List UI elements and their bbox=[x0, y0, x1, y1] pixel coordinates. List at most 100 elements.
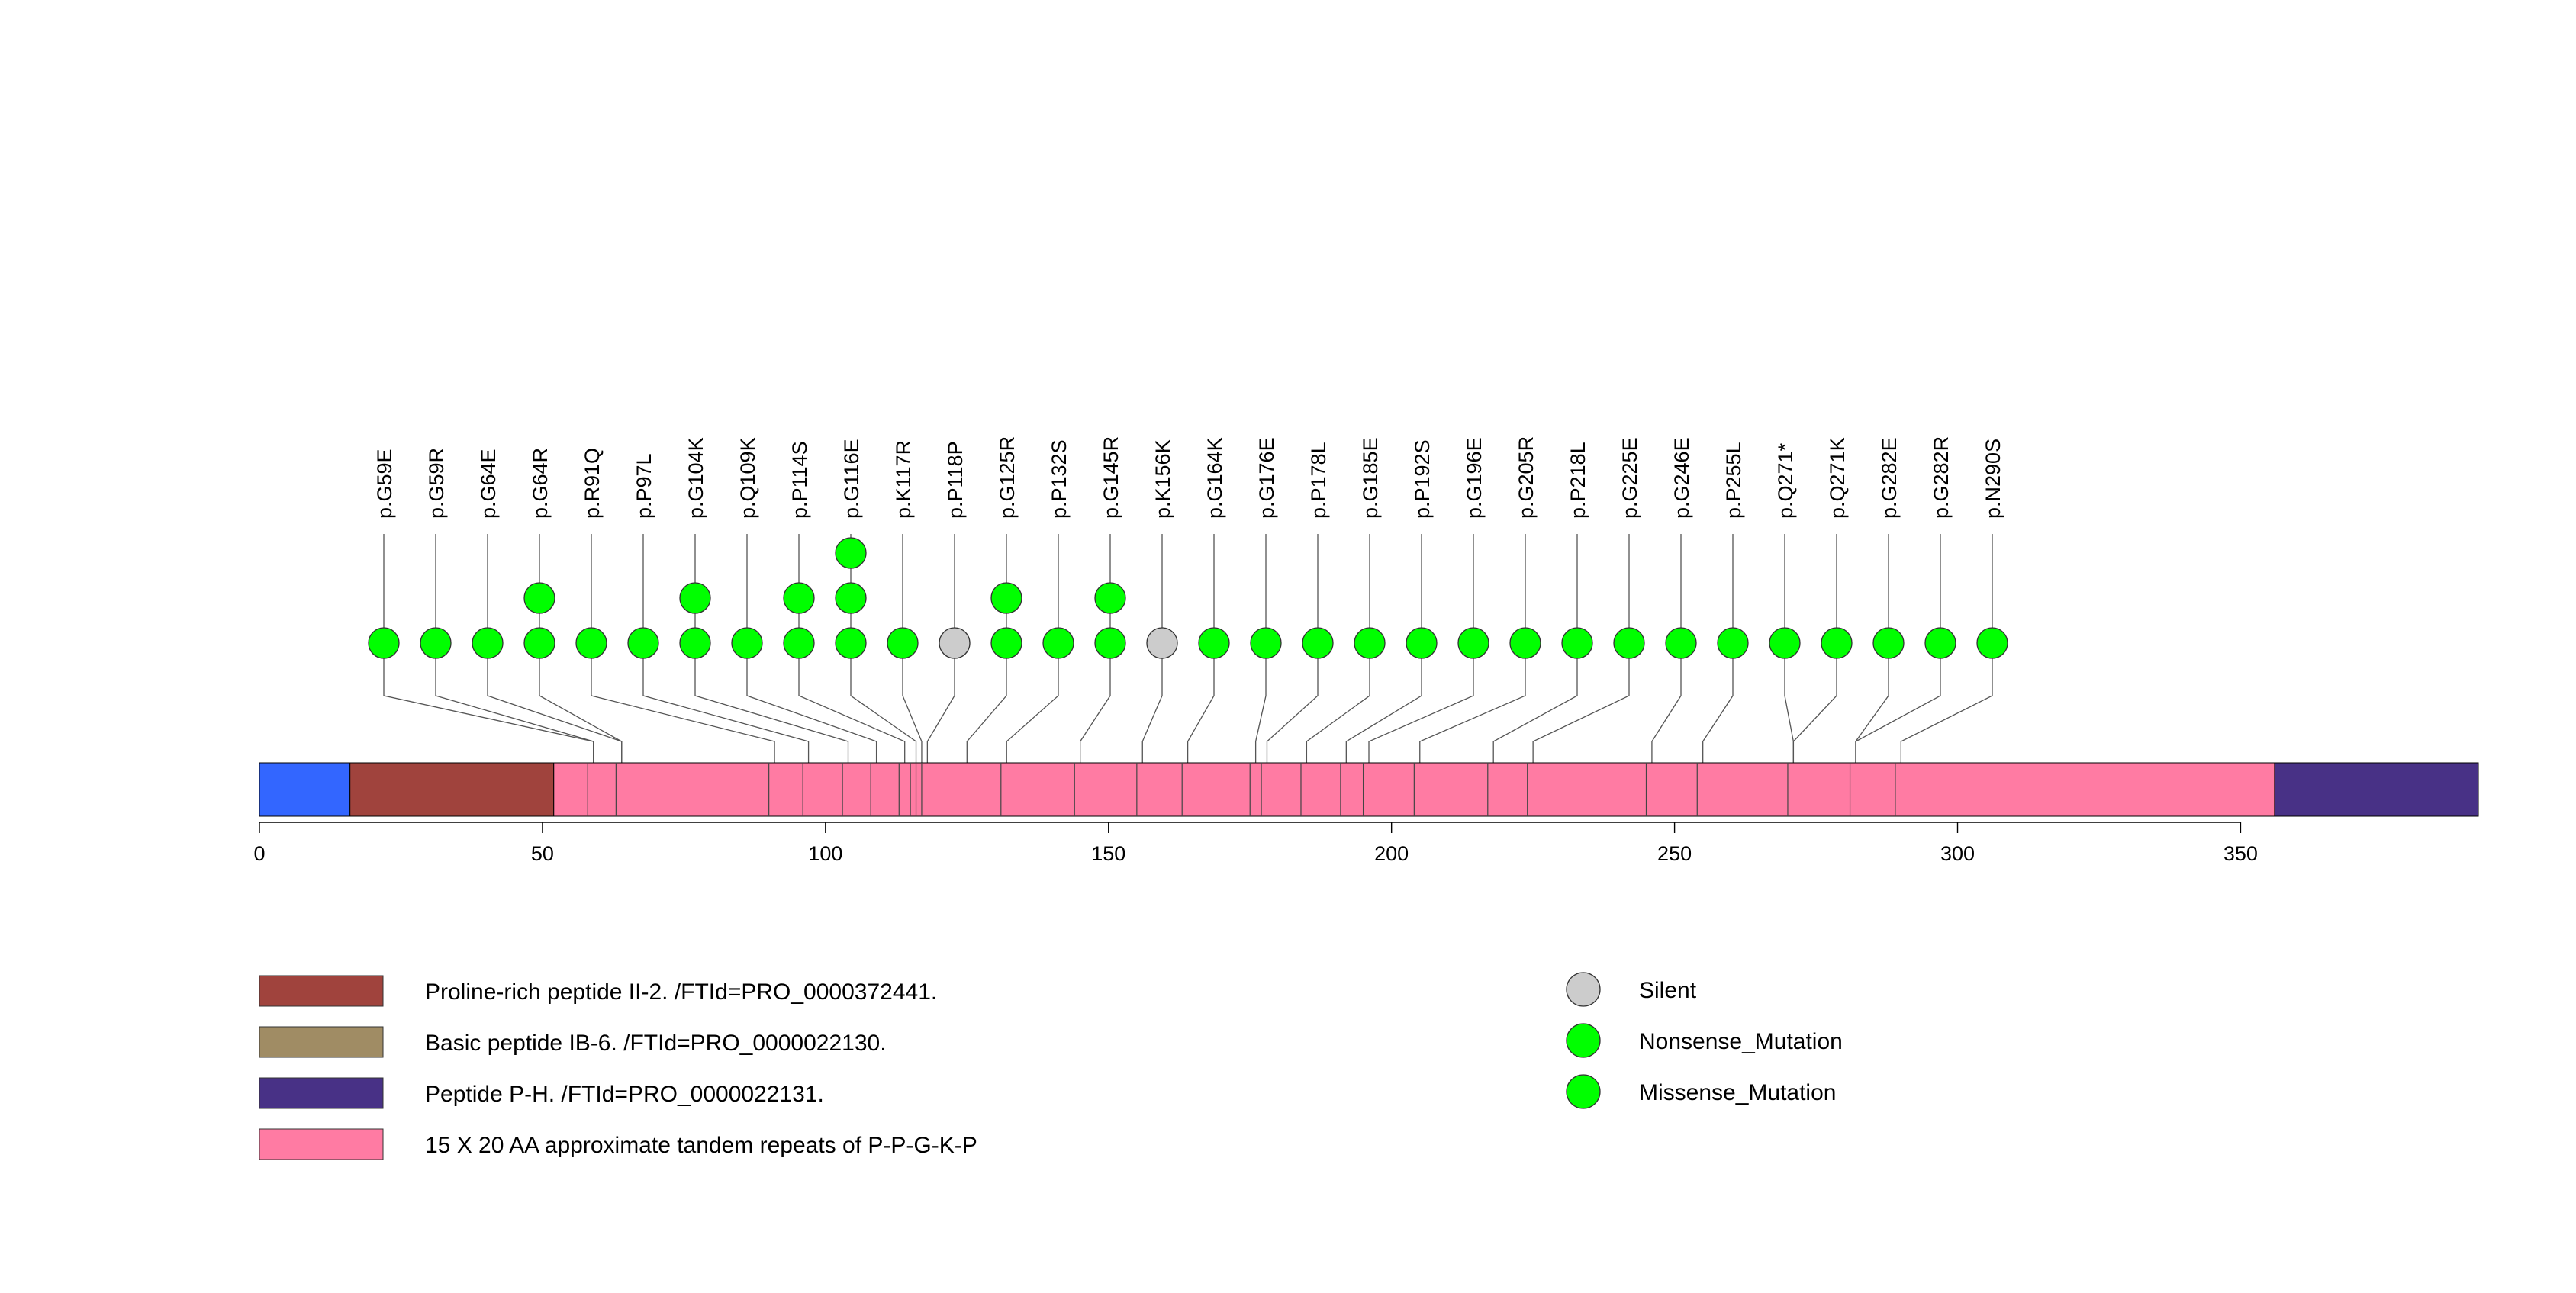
mutation-lollipops: p.G59E p.G59R p.G64E p.G64R p.R91Q p.P97L p.G1… bbox=[368, 436, 2008, 659]
mutation-connector bbox=[746, 534, 877, 763]
mutation-label: p.G59E bbox=[373, 449, 396, 519]
mutation-connector bbox=[1254, 534, 1267, 763]
mutation-point bbox=[1976, 627, 2008, 659]
region-legend: Proline-rich peptide II-2. /FTId=PRO_000… bbox=[259, 975, 977, 1160]
mutation-legend-marker bbox=[1566, 1023, 1601, 1058]
mutation-point bbox=[783, 627, 815, 659]
mutation-point bbox=[523, 582, 555, 614]
mutation-point bbox=[420, 627, 452, 659]
mutation-label: p.P97L bbox=[633, 453, 655, 519]
mutation-label: p.G164K bbox=[1203, 437, 1226, 519]
protein-region bbox=[349, 762, 555, 817]
mutation-connector bbox=[1900, 534, 1993, 763]
mutation-point bbox=[990, 627, 1022, 659]
region-legend-label: 15 X 20 AA approximate tandem repeats of… bbox=[425, 1133, 977, 1158]
mutation-connector bbox=[902, 534, 923, 763]
mutation-label: p.P118P bbox=[944, 441, 967, 519]
mutation-label: p.P218L bbox=[1567, 442, 1589, 519]
mutation-label: p.P178L bbox=[1307, 442, 1330, 519]
mutation-connector bbox=[1792, 534, 1837, 763]
mutation-connector bbox=[1532, 534, 1630, 763]
x-axis-tick-label: 300 bbox=[1940, 842, 1975, 865]
mutation-point bbox=[679, 627, 711, 659]
mutation-connector bbox=[435, 534, 594, 763]
region-legend-label: Proline-rich peptide II-2. /FTId=PRO_000… bbox=[425, 979, 937, 1005]
region-legend-swatch bbox=[259, 975, 384, 1007]
mutation-label: p.P114S bbox=[788, 441, 811, 519]
mutation-point bbox=[835, 627, 867, 659]
mutation-point bbox=[939, 627, 971, 659]
mutation-connector bbox=[591, 534, 775, 763]
mutation-legend-label: Missense_Mutation bbox=[1639, 1080, 1836, 1105]
mutation-connector bbox=[694, 534, 849, 763]
mutation-label: p.Q271* bbox=[1774, 442, 1797, 519]
mutation-point bbox=[1561, 627, 1593, 659]
mutation-point bbox=[523, 627, 555, 659]
mutation-point bbox=[1613, 627, 1645, 659]
protein-region bbox=[2274, 762, 2479, 817]
mutation-connector bbox=[1187, 534, 1215, 763]
mutation-point bbox=[1769, 627, 1801, 659]
mutation-label: p.G116E bbox=[840, 439, 863, 519]
mutation-point bbox=[368, 627, 400, 659]
mutation-connector bbox=[1855, 534, 1941, 763]
mutation-label: p.G64R bbox=[529, 448, 552, 519]
mutation-point bbox=[1198, 627, 1230, 659]
mutation-legend-marker bbox=[1566, 972, 1601, 1007]
mutation-connector bbox=[1702, 534, 1734, 763]
mutation-label: p.G104K bbox=[684, 437, 707, 519]
mutation-connector bbox=[966, 534, 1007, 763]
x-axis-tick-label: 250 bbox=[1657, 842, 1692, 865]
mutation-point bbox=[1094, 627, 1126, 659]
mutation-label: p.K156K bbox=[1151, 439, 1174, 519]
mutation-point bbox=[1146, 627, 1178, 659]
region-legend-swatch bbox=[259, 1026, 384, 1058]
x-axis: 0 50 100 150 200 250 300 350 bbox=[253, 822, 2258, 865]
mutation-point bbox=[1457, 627, 1489, 659]
mutation-connector bbox=[1080, 534, 1111, 763]
mutation-connector bbox=[1651, 534, 1682, 763]
mutation-label: p.G59R bbox=[425, 448, 448, 519]
region-legend-label: Peptide P-H. /FTId=PRO_0000022131. bbox=[425, 1082, 824, 1107]
mutation-point bbox=[887, 627, 919, 659]
mutation-point bbox=[1302, 627, 1334, 659]
mutation-label: p.G282R bbox=[1930, 436, 1953, 519]
mutation-connector bbox=[1345, 534, 1422, 763]
protein-region bbox=[259, 762, 351, 817]
mutation-point bbox=[1354, 627, 1386, 659]
mutation-point bbox=[731, 627, 763, 659]
mutation-label: p.G246E bbox=[1670, 437, 1693, 519]
mutation-label: p.Q271K bbox=[1826, 437, 1849, 519]
mutation-point bbox=[627, 627, 659, 659]
mutation-point bbox=[990, 582, 1022, 614]
mutation-connector bbox=[1368, 534, 1474, 763]
mutation-label: p.N290S bbox=[1982, 439, 2004, 519]
mutation-connector bbox=[926, 534, 955, 763]
mutation-connector bbox=[1266, 534, 1319, 763]
mutation-label: p.P192S bbox=[1411, 439, 1434, 519]
mutation-point bbox=[1717, 627, 1749, 659]
x-axis-tick-label: 50 bbox=[531, 842, 554, 865]
mutation-label: p.Q109K bbox=[736, 437, 759, 519]
mutation-point bbox=[1094, 582, 1126, 614]
mutation-point bbox=[835, 582, 867, 614]
mutation-point bbox=[783, 582, 815, 614]
x-axis-tick-label: 100 bbox=[808, 842, 842, 865]
mutation-label: p.P132S bbox=[1048, 439, 1071, 519]
mutation-label: p.K117R bbox=[892, 440, 915, 519]
mutation-label: p.G64E bbox=[477, 449, 500, 519]
mutation-connector bbox=[1306, 534, 1370, 763]
x-axis-tick-label: 200 bbox=[1374, 842, 1409, 865]
mutation-point bbox=[1924, 627, 1956, 659]
mutation-point bbox=[1872, 627, 1905, 659]
mutation-point bbox=[575, 627, 607, 659]
mutation-point bbox=[1821, 627, 1853, 659]
mutation-connector bbox=[1492, 534, 1578, 763]
mutation-point bbox=[1406, 627, 1438, 659]
region-legend-swatch bbox=[259, 1128, 384, 1160]
mutation-connector bbox=[642, 534, 810, 763]
x-axis-tick-label: 0 bbox=[253, 842, 265, 865]
mutation-label: p.G125R bbox=[996, 436, 1019, 519]
mutation-connector bbox=[1141, 534, 1163, 763]
